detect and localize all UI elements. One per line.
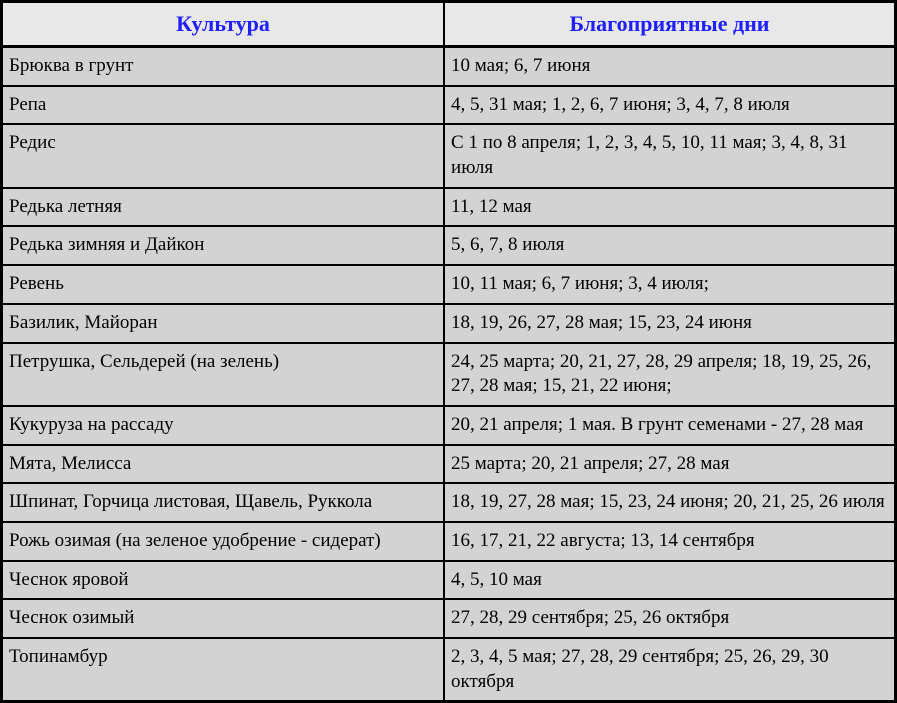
table-row: Кукуруза на рассаду 20, 21 апреля; 1 мая…: [2, 406, 895, 445]
table-row: Базилик, Майоран 18, 19, 26, 27, 28 мая;…: [2, 304, 895, 343]
cell-days: 20, 21 апреля; 1 мая. В грунт семенами -…: [444, 406, 895, 445]
planting-table: Культура Благоприятные дни Брюква в грун…: [2, 2, 895, 701]
cell-days: 4, 5, 10 мая: [444, 561, 895, 600]
cell-days: 27, 28, 29 сентября; 25, 26 октября: [444, 599, 895, 638]
cell-days: С 1 по 8 апреля; 1, 2, 3, 4, 5, 10, 11 м…: [444, 124, 895, 187]
table-row: Чеснок яровой 4, 5, 10 мая: [2, 561, 895, 600]
cell-days: 25 марта; 20, 21 апреля; 27, 28 мая: [444, 445, 895, 484]
table-row: Брюква в грунт 10 мая; 6, 7 июня: [2, 47, 895, 86]
cell-days: 18, 19, 26, 27, 28 мая; 15, 23, 24 июня: [444, 304, 895, 343]
table-row: Топинамбур 2, 3, 4, 5 мая; 27, 28, 29 се…: [2, 638, 895, 701]
cell-days: 5, 6, 7, 8 июля: [444, 226, 895, 265]
cell-culture: Репа: [2, 86, 444, 125]
cell-culture: Шпинат, Горчица листовая, Щавель, Руккол…: [2, 483, 444, 522]
cell-days: 18, 19, 27, 28 мая; 15, 23, 24 июня; 20,…: [444, 483, 895, 522]
table-row: Редька летняя 11, 12 мая: [2, 188, 895, 227]
cell-culture: Чеснок яровой: [2, 561, 444, 600]
table-row: Мята, Мелисса 25 марта; 20, 21 апреля; 2…: [2, 445, 895, 484]
cell-days: 2, 3, 4, 5 мая; 27, 28, 29 сентября; 25,…: [444, 638, 895, 701]
cell-culture: Кукуруза на рассаду: [2, 406, 444, 445]
table-row: Чеснок озимый 27, 28, 29 сентября; 25, 2…: [2, 599, 895, 638]
cell-days: 24, 25 марта; 20, 21, 27, 28, 29 апреля;…: [444, 343, 895, 406]
cell-days: 16, 17, 21, 22 августа; 13, 14 сентября: [444, 522, 895, 561]
table-row: Ревень 10, 11 мая; 6, 7 июня; 3, 4 июля;: [2, 265, 895, 304]
cell-culture: Рожь озимая (на зеленое удобрение - сиде…: [2, 522, 444, 561]
table-row: Рожь озимая (на зеленое удобрение - сиде…: [2, 522, 895, 561]
header-culture: Культура: [2, 2, 444, 47]
cell-culture: Топинамбур: [2, 638, 444, 701]
cell-days: 10, 11 мая; 6, 7 июня; 3, 4 июля;: [444, 265, 895, 304]
cell-culture: Редька летняя: [2, 188, 444, 227]
table-row: Шпинат, Горчица листовая, Щавель, Руккол…: [2, 483, 895, 522]
table-body: Брюква в грунт 10 мая; 6, 7 июня Репа 4,…: [2, 47, 895, 701]
cell-culture: Петрушка, Сельдерей (на зелень): [2, 343, 444, 406]
cell-culture: Редис: [2, 124, 444, 187]
cell-culture: Базилик, Майоран: [2, 304, 444, 343]
header-days: Благоприятные дни: [444, 2, 895, 47]
cell-days: 4, 5, 31 мая; 1, 2, 6, 7 июня; 3, 4, 7, …: [444, 86, 895, 125]
cell-culture: Брюква в грунт: [2, 47, 444, 86]
cell-culture: Мята, Мелисса: [2, 445, 444, 484]
cell-days: 10 мая; 6, 7 июня: [444, 47, 895, 86]
table-row: Редька зимняя и Дайкон 5, 6, 7, 8 июля: [2, 226, 895, 265]
table-row: Петрушка, Сельдерей (на зелень) 24, 25 м…: [2, 343, 895, 406]
cell-culture: Чеснок озимый: [2, 599, 444, 638]
cell-days: 11, 12 мая: [444, 188, 895, 227]
table-row: Репа 4, 5, 31 мая; 1, 2, 6, 7 июня; 3, 4…: [2, 86, 895, 125]
table-header-row: Культура Благоприятные дни: [2, 2, 895, 47]
table-row: Редис С 1 по 8 апреля; 1, 2, 3, 4, 5, 10…: [2, 124, 895, 187]
cell-culture: Редька зимняя и Дайкон: [2, 226, 444, 265]
cell-culture: Ревень: [2, 265, 444, 304]
planting-table-wrapper: Культура Благоприятные дни Брюква в грун…: [0, 0, 897, 703]
